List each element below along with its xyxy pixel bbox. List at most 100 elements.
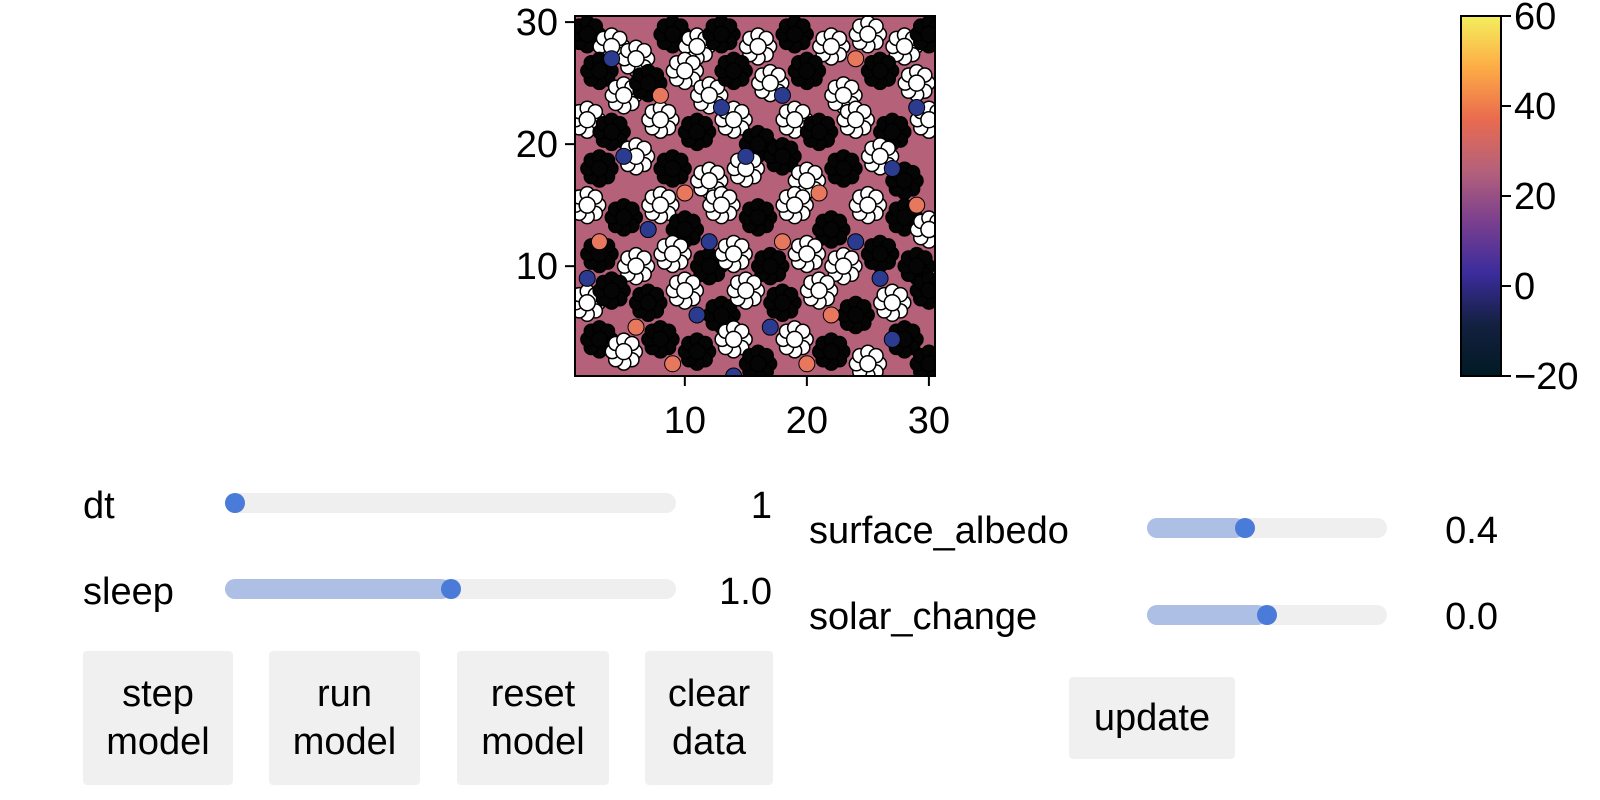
daisy-black-marker <box>909 16 935 54</box>
daisy-white-marker <box>775 185 814 225</box>
step-model-button[interactable]: step model <box>83 651 233 785</box>
sleep-slider-knob[interactable] <box>440 579 461 599</box>
patch-orange-marker <box>627 318 645 336</box>
patch-blue-marker <box>603 50 621 68</box>
daisy-black-marker <box>812 210 851 249</box>
daisy-white-marker <box>653 234 692 274</box>
daisy-black-marker <box>628 283 668 323</box>
daisy-black-marker <box>763 137 802 176</box>
daisy-white-marker <box>641 100 680 139</box>
surface-albedo-slider-track[interactable] <box>1147 518 1387 538</box>
daisy-white-marker <box>799 271 839 310</box>
daisy-black-marker <box>592 271 631 310</box>
daisy-white-marker <box>726 271 766 310</box>
daisy-black-marker <box>885 320 924 359</box>
patch-blue-marker <box>883 330 901 348</box>
solar-change-value: 0.0 <box>1445 596 1498 638</box>
update-button[interactable]: update <box>1069 677 1235 759</box>
daisy-white-marker <box>812 27 851 66</box>
surface-albedo-slider-fill <box>1147 518 1246 538</box>
daisy-white-marker <box>714 100 753 139</box>
patch-orange-marker <box>822 306 840 324</box>
dt-slider-knob[interactable] <box>225 493 245 513</box>
patch-blue-marker <box>639 221 657 239</box>
daisy-white-marker <box>873 283 912 323</box>
daisy-black-marker <box>628 63 668 103</box>
patch-blue-marker <box>737 147 755 165</box>
colorbar: 60 40 20 0 −20 <box>1460 0 1578 398</box>
daisy-white-marker <box>702 185 741 225</box>
patch-orange-marker <box>847 50 865 68</box>
surface-albedo-slider-knob[interactable] <box>1235 518 1256 538</box>
surface-albedo-value: 0.4 <box>1445 510 1498 552</box>
daisy-black-marker <box>909 271 935 310</box>
reset-model-button[interactable]: reset model <box>457 651 609 785</box>
daisy-black-marker <box>738 198 778 237</box>
y-tick-label: 30 <box>516 2 558 44</box>
colorbar-gradient <box>1460 15 1502 377</box>
patch-orange-marker <box>810 184 828 202</box>
daisy-black-marker <box>604 198 644 237</box>
daisy-black-marker <box>763 283 802 323</box>
daisy-black-marker <box>702 16 741 54</box>
daisy-white-marker <box>848 344 888 376</box>
daisy-black-marker <box>787 51 827 91</box>
daisy-black-marker <box>860 51 900 91</box>
x-axis: 10 20 30 <box>664 376 950 442</box>
sleep-slider-fill <box>225 579 451 599</box>
patch-blue-marker <box>773 86 791 104</box>
dt-slider-track[interactable] <box>225 493 676 513</box>
daisy-black-marker <box>751 246 790 286</box>
x-tick-label: 20 <box>786 400 828 442</box>
patch-orange-marker <box>773 233 791 251</box>
daisy-black-marker <box>653 149 692 188</box>
daisy-black-marker <box>677 332 717 371</box>
patch-orange-marker <box>664 355 682 373</box>
colorbar-tick-label: 0 <box>1514 266 1535 308</box>
sleep-slider-track[interactable] <box>225 579 676 599</box>
colorbar-tick-label: −20 <box>1514 356 1578 398</box>
daisy-black-marker <box>689 246 729 286</box>
daisy-white-marker <box>836 100 875 139</box>
patch-blue-marker <box>725 367 743 376</box>
daisy-white-marker <box>714 234 753 274</box>
daisy-white-marker <box>689 161 729 200</box>
axes-frame <box>574 15 936 377</box>
patch-blue-marker <box>712 99 730 117</box>
y-tick-label: 10 <box>516 246 558 288</box>
patch-blue-marker <box>615 147 633 165</box>
daisy-white-marker <box>738 27 778 66</box>
solar-change-label: solar_change <box>809 596 1038 638</box>
daisy-black-marker <box>677 112 717 152</box>
daisy-black-marker <box>592 112 631 152</box>
daisy-white-marker <box>604 332 644 371</box>
agent-markers <box>575 16 935 376</box>
daisy-white-marker <box>641 185 680 225</box>
patch-blue-marker <box>871 269 889 287</box>
clear-data-button[interactable]: clear data <box>645 651 773 785</box>
sleep-value: 1.0 <box>719 571 772 613</box>
x-tick-label: 30 <box>908 400 950 442</box>
colorbar-tick-label: 20 <box>1514 176 1556 218</box>
daisy-white-marker <box>909 210 935 249</box>
daisy-white-marker <box>897 63 935 103</box>
daisy-white-marker <box>665 271 705 310</box>
sleep-label: sleep <box>83 571 174 613</box>
daisy-black-marker <box>909 344 935 376</box>
daisy-black-marker <box>812 332 851 371</box>
solar-change-slider-knob[interactable] <box>1257 605 1277 625</box>
model-scatter-axes: 10 20 30 10 20 30 <box>516 2 950 442</box>
patch-blue-marker <box>847 233 865 251</box>
dt-label: dt <box>83 485 115 527</box>
x-tick-label: 10 <box>664 400 706 442</box>
patch-blue-marker <box>761 318 779 336</box>
run-model-button[interactable]: run model <box>269 651 420 785</box>
daisy-black-marker <box>860 234 900 274</box>
y-axis: 10 20 30 <box>516 2 575 288</box>
daisy-white-marker <box>665 51 705 91</box>
patch-blue-marker <box>700 233 718 251</box>
solar-change-slider-track[interactable] <box>1147 605 1387 625</box>
plot-area: 10 20 30 10 20 30 60 40 20 0 −20 <box>516 0 1579 442</box>
daisy-black-marker <box>799 112 839 152</box>
colorbar-tick-label: 60 <box>1514 0 1556 38</box>
